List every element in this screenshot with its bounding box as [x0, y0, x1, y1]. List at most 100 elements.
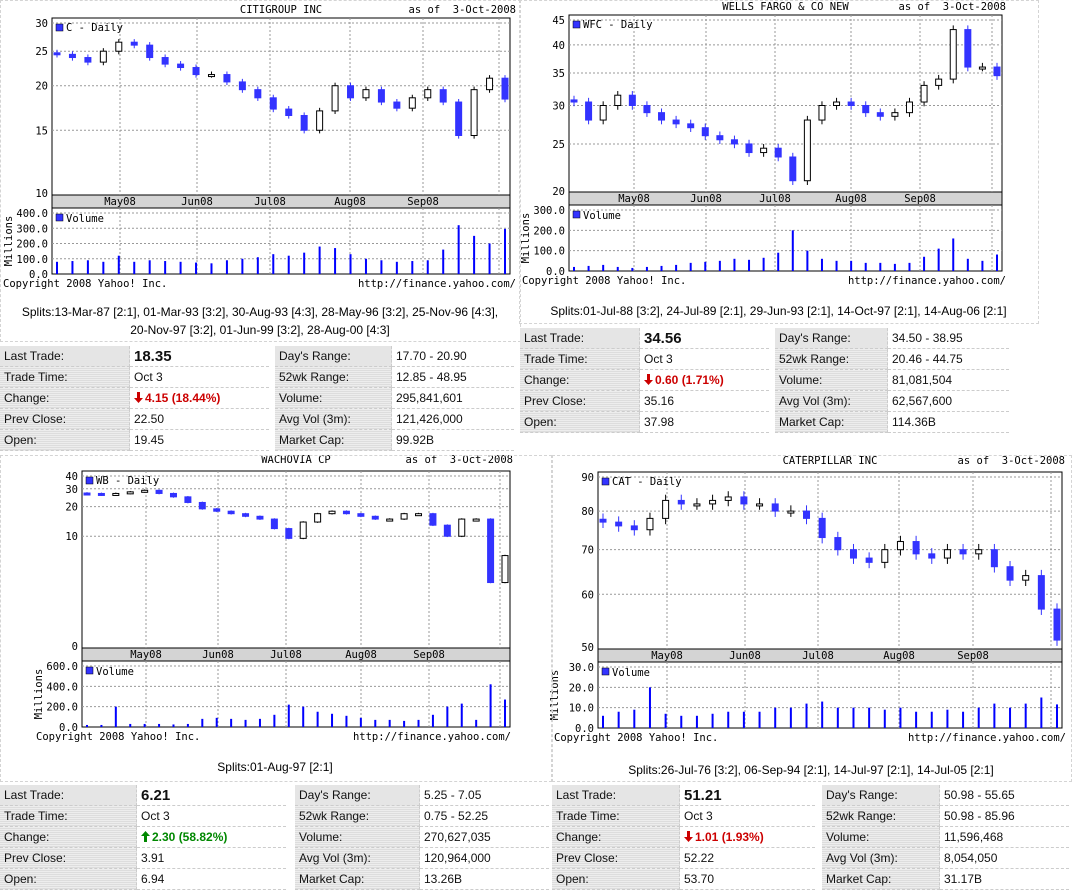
quote-value: 18.35 [129, 346, 269, 367]
quote-label: Avg Vol (3m): [275, 408, 392, 430]
quote-value: 62,567,600 [887, 390, 1009, 412]
y-tick-label: 20 [552, 186, 565, 198]
quote-value: 37.98 [639, 411, 769, 433]
price-candle [787, 510, 795, 514]
price-candle [192, 67, 200, 76]
quote-label: Day's Range: [822, 785, 940, 806]
volume-bar [504, 228, 506, 274]
price-candle [756, 503, 764, 507]
quote-label: Market Cap: [775, 411, 888, 433]
price-candle [362, 89, 370, 99]
volume-tick-label: 100.0 [16, 254, 48, 266]
legend-swatch [55, 213, 64, 222]
quote-table-right: Day's Range: 5.25 - 7.05 52wk Range: 0.75 -… [295, 785, 549, 890]
volume-bar [303, 252, 306, 274]
volume-bar [179, 261, 182, 274]
volume-tick-label: 20.0 [569, 682, 594, 694]
volume-tick-label: 400.0 [16, 208, 48, 220]
quote-row: Trade Time: Oct 3 [520, 348, 769, 370]
price-candle [677, 499, 685, 505]
quote-label: Prev Close: [552, 847, 680, 869]
price-candle [213, 508, 221, 512]
price-candle [876, 112, 884, 117]
price-candle [198, 501, 206, 510]
price-candle [97, 492, 105, 496]
price-candle [905, 101, 913, 114]
price-candle [628, 94, 636, 106]
yahoo-finance-link[interactable]: http://finance.yahoo.com/ [353, 731, 511, 743]
quote-value: 114.36B [887, 411, 1009, 433]
price-candle [146, 44, 154, 59]
price-candle [169, 492, 177, 498]
copyright-text: Copyright 2008 Yahoo! Inc. [554, 732, 718, 744]
quote-label: Change: [0, 826, 137, 848]
quote-value: 31.17B [939, 868, 1069, 890]
yahoo-finance-link[interactable]: http://finance.yahoo.com/ [848, 275, 1006, 287]
arrow-down-icon [684, 831, 693, 842]
yahoo-finance-link[interactable]: http://finance.yahoo.com/ [908, 732, 1066, 744]
quote-value: 11,596,468 [939, 826, 1069, 848]
volume-bar [143, 723, 146, 727]
volume-bar [403, 720, 406, 727]
quote-row: Change: 2.30 (58.82%) [0, 826, 286, 848]
volume-tick-label: 300.0 [16, 223, 48, 235]
quote-row: Prev Close: 22.50 [0, 408, 269, 430]
quote-row: Last Trade: 51.21 [552, 785, 815, 806]
price-candle [1053, 608, 1061, 641]
volume-bar [631, 267, 634, 271]
legend-swatch [601, 667, 610, 676]
price-candle [745, 143, 753, 154]
price-candle [400, 513, 408, 520]
volume-bar [820, 258, 823, 271]
change-text: 2.30 (58.82%) [152, 830, 228, 844]
quote-label: Open: [520, 411, 640, 433]
quote-value: 20.46 - 44.75 [887, 348, 1009, 370]
copyright-text: Copyright 2008 Yahoo! Inc. [522, 275, 686, 287]
quote-row: 52wk Range: 12.85 - 48.95 [275, 366, 514, 388]
volume-bar [302, 706, 305, 727]
quote-value: 4.15 (18.44%) [129, 387, 269, 409]
quote-label: Change: [552, 826, 680, 848]
price-candle [112, 492, 120, 496]
price-candle [115, 41, 123, 52]
quote-row: Avg Vol (3m): 8,054,050 [822, 847, 1069, 869]
volume-bar [937, 248, 940, 271]
volume-bar [777, 252, 780, 271]
volume-bar [645, 266, 648, 271]
volume-bar [821, 701, 824, 728]
volume-bar [388, 719, 391, 727]
volume-bar [850, 260, 853, 271]
quote-label: Day's Range: [775, 328, 888, 349]
volume-bar [633, 709, 636, 728]
quote-row: Volume: 11,596,468 [822, 826, 1069, 848]
price-candle [975, 549, 983, 555]
x-tick-label: Sep08 [957, 650, 989, 662]
legend-swatch [572, 20, 581, 29]
price-candle [978, 66, 986, 70]
quote-value: 270,627,035 [419, 826, 549, 848]
price-candle [270, 518, 278, 530]
price-candle [300, 115, 308, 131]
volume-bar [331, 713, 334, 727]
quote-value: 0.75 - 52.25 [419, 805, 549, 827]
volume-bar [836, 707, 839, 728]
price-candle [443, 524, 451, 537]
y-tick-label: 40 [552, 40, 565, 52]
price-plot-area [51, 17, 511, 196]
volume-tick-label: 0.0 [59, 722, 78, 734]
quote-value: 34.56 [639, 328, 769, 349]
legend-swatch [55, 23, 64, 32]
volume-legend: Volume [66, 213, 104, 225]
quote-table-left: Last Trade: 51.21 Trade Time: Oct 3 Change: 1… [552, 785, 815, 890]
volume-bar [287, 704, 290, 727]
x-tick-label: Jun08 [729, 650, 761, 662]
quote-value: 53.70 [679, 868, 815, 890]
y-tick-label: 30 [65, 484, 78, 496]
price-candle [184, 496, 192, 503]
yahoo-finance-link[interactable]: http://finance.yahoo.com/ [358, 278, 516, 290]
quote-label: Market Cap: [822, 868, 940, 890]
quote-label: Trade Time: [0, 366, 130, 388]
price-candle [760, 147, 768, 154]
price-candle [662, 499, 670, 519]
